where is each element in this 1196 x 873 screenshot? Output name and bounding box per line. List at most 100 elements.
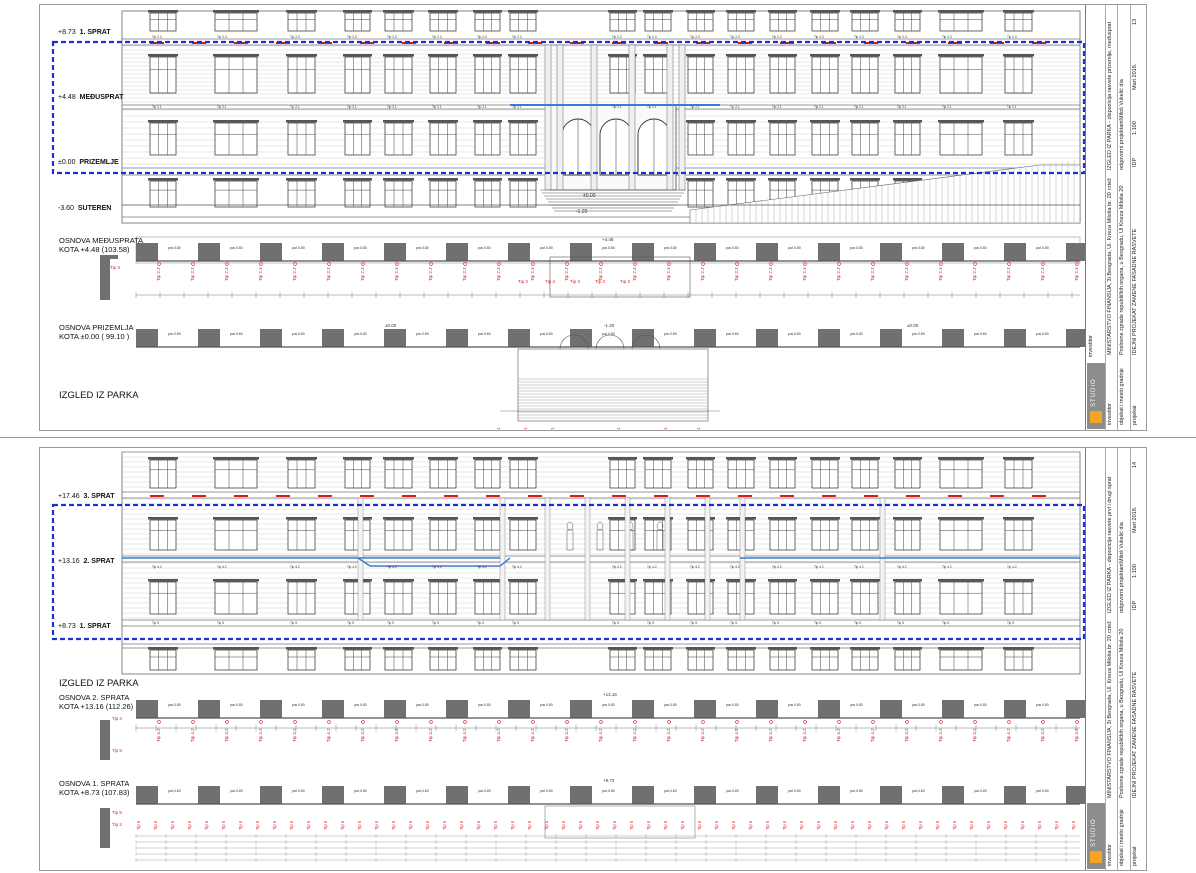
tip-tag: Tip 5 — [459, 820, 464, 830]
level-mark: ±0.00 — [583, 193, 596, 199]
sill-tag: par.0.80 — [602, 246, 615, 250]
fixture-tag: Tip 2.1 — [612, 105, 622, 109]
window-lintel — [473, 457, 502, 460]
sill-tag: par.0.80 — [478, 246, 491, 250]
wall-pier — [384, 329, 406, 347]
tip-tag: Tip 2.3 — [156, 267, 161, 281]
fixture-tag: Tip 2.3 — [512, 35, 522, 39]
fixture-point — [1041, 262, 1045, 266]
sill-tag: par.0.80 — [230, 332, 243, 336]
tb-project-value: IDEJNI PROJEKAT ZAMENE FASADNE RASVETE — [1132, 228, 1138, 355]
tip-tag: Tip 1.1 — [550, 427, 555, 430]
window — [894, 649, 921, 671]
tip-tag: Tip 2.3 — [734, 267, 739, 281]
window — [509, 12, 537, 32]
wall-pier — [384, 243, 406, 261]
fixture-point — [327, 262, 331, 266]
fixture-tag: Tip 2.3 — [347, 35, 357, 39]
tip-tag: Tip 5 — [527, 820, 532, 830]
window-lintel — [810, 457, 840, 460]
studio-logo: STUDIO — [1087, 363, 1105, 429]
tip-tag: Tip 5 — [748, 820, 753, 830]
tb-investor-label: investitor — [1088, 334, 1094, 357]
window — [851, 12, 879, 32]
fixture-tag: Tip 2.3 — [814, 35, 824, 39]
tip-tag: Tip 2.3 — [972, 267, 977, 281]
fixture-tag: Tip 2.3 — [432, 35, 442, 39]
window — [474, 122, 501, 156]
tip-tag: Tip 4.2 — [428, 728, 433, 742]
fixture-point — [361, 262, 365, 266]
wall-pier — [1004, 243, 1026, 261]
window-lintel — [383, 10, 414, 13]
sill-tag: par.0.80 — [478, 332, 491, 336]
window — [894, 459, 921, 489]
fixture-point — [463, 262, 467, 266]
window-lintel — [686, 647, 715, 650]
wall-pier — [260, 786, 282, 804]
sill-tag: par.0.80 — [540, 789, 553, 793]
level-mark: -1.20 — [604, 323, 615, 328]
window — [384, 519, 413, 551]
window — [344, 12, 371, 32]
tip-tag: Tip 5 — [867, 820, 872, 830]
sill-tag: par.0.80 — [230, 703, 243, 707]
sill-tag: par.0.80 — [974, 789, 987, 793]
window-lintel — [726, 457, 756, 460]
window-lintel — [508, 647, 538, 650]
pilaster — [739, 497, 746, 621]
tip-tag: Tip 4.2 — [564, 728, 569, 742]
sill-tag: par.0.80 — [540, 246, 553, 250]
window-lintel — [473, 579, 502, 582]
window-lintel — [343, 647, 372, 650]
window — [811, 12, 839, 32]
window-lintel — [383, 579, 414, 582]
tb-object-label: objekat i mesto gradnje — [1119, 368, 1125, 425]
highlight-zone — [51, 503, 1086, 641]
window-lintel — [893, 120, 922, 123]
wall-pier — [446, 700, 468, 718]
tip-tag: Tip 4.2 — [1074, 728, 1079, 742]
tip-tag: Tip 5 — [833, 820, 838, 830]
window-lintel — [428, 457, 458, 460]
tb-object-value-b: Poslovne zgrade republičkih organa, u Be… — [1119, 628, 1125, 798]
fixture-point — [225, 720, 229, 724]
window — [214, 56, 258, 94]
tip-tag: Tip 5 — [510, 820, 515, 830]
tip-tag: Tip 4.2 — [326, 728, 331, 742]
window — [727, 122, 755, 156]
tip-tag: Tip 5 — [289, 820, 294, 830]
fixture-tag: Tip 5 — [432, 621, 439, 625]
wall-pier — [260, 700, 282, 718]
window — [1004, 12, 1033, 32]
level-mark: +4.48 — [602, 237, 614, 242]
tb-drawing-label: crtež — [1107, 178, 1113, 190]
window-lintel — [938, 647, 984, 650]
light-fixture — [738, 495, 752, 497]
wall-pier — [136, 243, 158, 261]
wall-pier — [508, 700, 530, 718]
window — [644, 649, 672, 671]
window-lintel — [286, 579, 317, 582]
window-lintel — [686, 517, 715, 520]
wall-pier — [1004, 700, 1026, 718]
window-lintel — [1003, 579, 1034, 582]
window-lintel — [1003, 54, 1034, 57]
statue — [596, 529, 604, 551]
window — [687, 180, 714, 208]
tb-investor-value: MINISTARSTVO FINANSIJA, 3i Beograda, Ul.… — [1107, 192, 1113, 355]
wall-pier — [570, 243, 592, 261]
window — [769, 519, 796, 551]
window — [214, 581, 258, 615]
window — [149, 180, 177, 208]
light-fixture — [402, 495, 416, 497]
light-fixture — [570, 495, 584, 497]
tip-tag: Tip 4.2 — [156, 728, 161, 742]
window — [509, 56, 537, 94]
window — [429, 122, 457, 156]
wall-pier — [694, 786, 716, 804]
tip-tag: Tip 5 — [357, 820, 362, 830]
tip-tag: Tip 5 — [663, 820, 668, 830]
plan-title-1-sprat: OSNOVA 1. SPRATA KOTA +8.73 (107.83) — [59, 779, 130, 797]
tb-responsible-value: Miloš Vukelić dia — [1119, 79, 1125, 120]
